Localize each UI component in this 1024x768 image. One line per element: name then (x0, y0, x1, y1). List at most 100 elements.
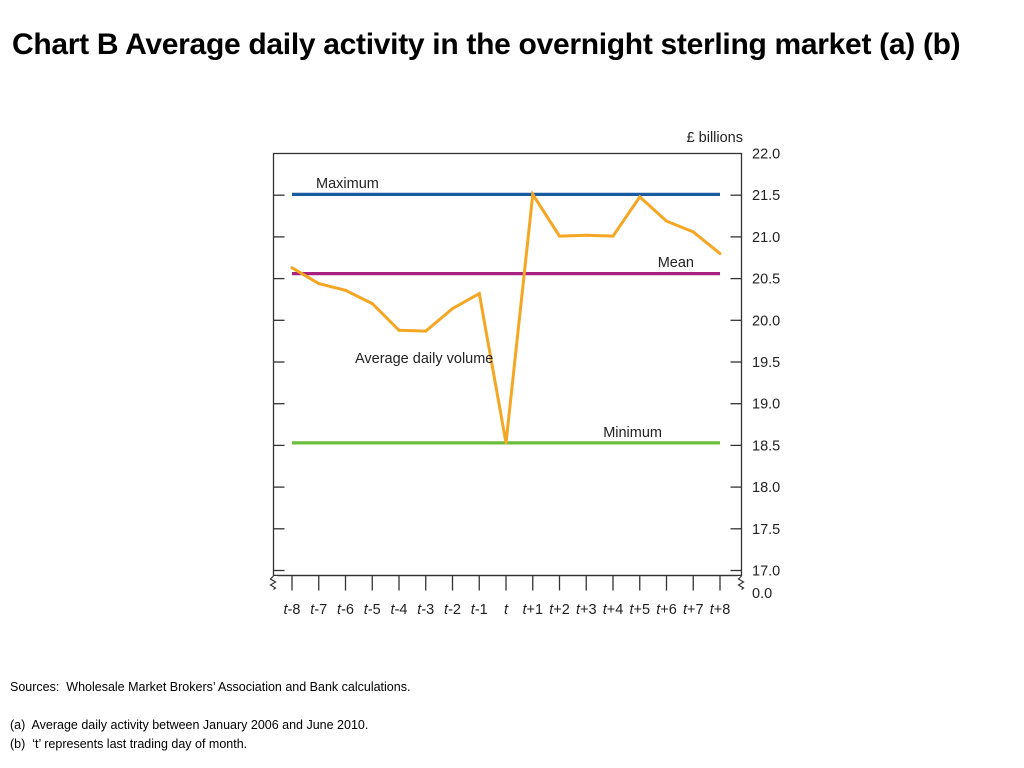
x-tick-label: t-3 (417, 602, 434, 618)
x-axis-ticks (291, 575, 721, 591)
series-line-average-daily-volume (291, 190, 721, 444)
x-tick-label-t: t (522, 602, 527, 618)
axis-break-zigzag (737, 575, 745, 590)
series-labels: Average daily volume Maximum Mean Minimum (316, 176, 694, 441)
x-tick-label: t (504, 602, 509, 618)
y-tick-label: 19.5 (752, 355, 780, 371)
axis-break-gap (269, 576, 278, 589)
x-tick-label-offset: -5 (368, 602, 381, 618)
series-label-maximum: Maximum (316, 176, 379, 192)
x-tick-label: t+1 (522, 602, 543, 618)
y-tick-label: 18.0 (752, 480, 780, 496)
x-tick-label-t: t (310, 602, 315, 618)
axis-break-zigzag (269, 575, 277, 590)
x-tick-label-t: t (710, 602, 715, 618)
x-tick-label-t: t (549, 602, 554, 618)
series-label-average-daily-volume: Average daily volume (355, 351, 493, 367)
x-tick-label-t: t (576, 602, 581, 618)
x-tick-label-offset: +7 (687, 602, 704, 618)
volume-point (611, 234, 615, 238)
x-tick-label-t: t (337, 602, 342, 618)
x-tick-label-offset: -3 (421, 602, 434, 618)
y-tick-label: 21.0 (752, 230, 780, 246)
x-tick-label: t-7 (310, 602, 327, 618)
y-tick-label: 20.5 (752, 272, 780, 288)
volume-point (344, 288, 347, 292)
y-tick-labels: 22.0 21.5 21.0 20.5 20.0 19.5 19.0 18.5 18.0 17.5… (752, 147, 780, 603)
volume-point (397, 328, 401, 332)
x-tick-label-offset: +1 (526, 602, 543, 618)
x-tick-label-offset: -4 (395, 602, 408, 618)
x-tick-label-t: t (629, 602, 634, 618)
x-tick-label: t+6 (656, 602, 677, 618)
x-tick-label-t: t (391, 602, 396, 618)
series-label-minimum: Minimum (603, 425, 662, 441)
series-label-mean: Mean (658, 255, 694, 271)
x-tick-label: t-1 (471, 602, 488, 618)
x-tick-label: t+3 (576, 602, 597, 618)
volume-point (691, 230, 695, 234)
x-tick-label-t: t (471, 602, 476, 618)
volume-point (718, 252, 722, 256)
sources-note: Sources: Wholesale Market Brokers’ Assoc… (10, 680, 411, 694)
x-tick-label: t+4 (603, 602, 624, 618)
y-tick-label: 17.5 (752, 522, 780, 538)
x-tick-labels: t-8 t-7 t-6 t-5 t-4 t-3 t-2 t-1 t t+1 t+2 t+3 t+4 t+5… (284, 602, 731, 618)
x-tick-label-offset: -1 (475, 602, 488, 618)
footnote-a: (a) Average daily activity between Janua… (10, 718, 369, 732)
x-tick-label: t+8 (710, 602, 731, 618)
x-tick-label-offset: +4 (607, 602, 624, 618)
x-tick-label: t+7 (683, 602, 704, 618)
y-tick-label: 22.0 (752, 147, 780, 163)
plot-frame (272, 152, 743, 577)
volume-point (638, 195, 642, 199)
line-chart: 22.0 21.5 21.0 20.5 20.0 19.5 19.0 18.5 18.0 17.5… (269, 130, 780, 618)
volume-point (370, 302, 374, 306)
y-axis-ticks (273, 194, 742, 572)
x-tick-label-offset: -8 (288, 602, 301, 618)
x-tick-label: t+2 (549, 602, 570, 618)
x-tick-label: t+5 (629, 602, 650, 618)
x-tick-label-offset: +8 (714, 602, 731, 618)
x-tick-label-offset: -7 (314, 602, 327, 618)
volume-point (665, 219, 668, 223)
x-tick-label-t: t (656, 602, 661, 618)
y-tick-label: 17.0 (752, 564, 780, 580)
volume-point (584, 233, 588, 237)
x-tick-label-offset: -6 (341, 602, 354, 618)
x-tick-label-t: t (284, 602, 289, 618)
x-tick-label-offset: -2 (448, 602, 461, 618)
y-tick-label: 18.5 (752, 438, 780, 454)
x-tick-label-offset: +6 (660, 602, 677, 618)
x-tick-label-offset: +5 (633, 602, 650, 618)
axis-break-gap (737, 576, 746, 589)
x-tick-label: t-8 (284, 602, 301, 618)
volume-point (504, 441, 508, 445)
volume-point (290, 266, 294, 270)
chart-title: Chart B Average daily activity in the ov… (12, 28, 961, 61)
x-tick-label: t-2 (444, 602, 461, 618)
y-tick-label: 19.0 (752, 397, 780, 413)
x-tick-label-t: t (504, 602, 509, 618)
volume-point (317, 282, 321, 286)
volume-point (477, 292, 481, 296)
y-tick-label: 20.0 (752, 313, 780, 329)
x-tick-label-t: t (364, 602, 369, 618)
volume-point (451, 307, 454, 311)
footnote-b: (b) ‘t’ represents last trading day of m… (10, 737, 248, 751)
x-tick-label-t: t (603, 602, 608, 618)
volume-point (424, 329, 428, 333)
series-lines (290, 190, 722, 445)
volume-point (558, 234, 561, 238)
volume-point (531, 192, 535, 196)
x-tick-label: t-4 (391, 602, 408, 618)
x-tick-label-offset: +2 (553, 602, 570, 618)
axis-break-marks (269, 575, 746, 590)
x-tick-label-offset: +3 (580, 602, 597, 618)
x-tick-label-t: t (444, 602, 449, 618)
x-tick-label-t: t (683, 602, 688, 618)
y-tick-label-zero: 0.0 (752, 586, 772, 602)
y-tick-label: 21.5 (752, 188, 780, 204)
x-tick-label: t-6 (337, 602, 354, 618)
x-tick-label: t-5 (364, 602, 381, 618)
